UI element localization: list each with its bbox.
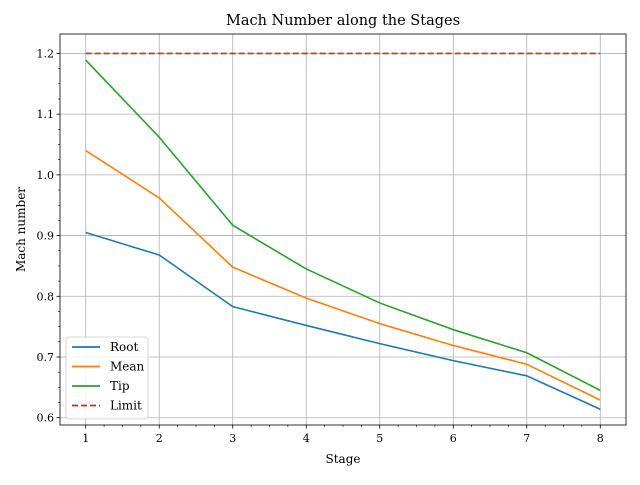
series-line-tip	[85, 59, 601, 392]
legend-label-limit: Limit	[110, 399, 142, 413]
series-line-root	[85, 231, 601, 410]
series-line-mean	[85, 149, 601, 401]
y-tick-label: 1.0	[37, 169, 55, 182]
legend-label-tip: Tip	[110, 379, 130, 393]
y-tick-label: 0.9	[37, 230, 55, 243]
y-tick-label: 0.7	[37, 351, 55, 364]
axis-ticks: 1 2 3 4 5 6 7 8 0.6 0.7 0.8 0.9 1.0 1.1 1.2	[37, 47, 604, 445]
y-tick-label: 1.2	[37, 47, 55, 60]
x-tick-label: 4	[303, 432, 310, 445]
x-tick-label: 7	[523, 432, 530, 445]
x-tick-label: 3	[229, 432, 236, 445]
y-axis-label: Mach number	[14, 187, 28, 272]
y-tick-label: 0.6	[37, 412, 55, 425]
y-tick-label: 0.8	[37, 290, 55, 303]
x-tick-label: 5	[376, 432, 383, 445]
legend-label-root: Root	[110, 340, 138, 354]
legend-box	[65, 336, 149, 420]
x-tick-label: 1	[82, 432, 89, 445]
chart-title: Mach Number along the Stages	[226, 13, 460, 29]
x-tick-label: 2	[156, 432, 163, 445]
x-axis-label: Stage	[326, 452, 361, 466]
legend-label-mean: Mean	[110, 360, 145, 374]
series-lines	[85, 52, 601, 410]
x-tick-label: 8	[597, 432, 604, 445]
y-tick-label: 1.1	[37, 108, 55, 121]
legend: Root Mean Tip Limit	[65, 336, 149, 420]
x-tick-label: 6	[450, 432, 457, 445]
